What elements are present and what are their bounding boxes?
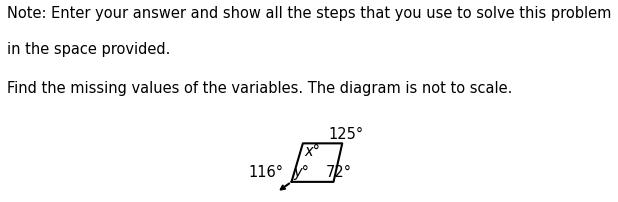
Text: 125°: 125° xyxy=(329,127,364,142)
Text: Find the missing values of the variables. The diagram is not to scale.: Find the missing values of the variables… xyxy=(7,81,513,96)
Text: in the space provided.: in the space provided. xyxy=(7,42,171,57)
Text: 116°: 116° xyxy=(248,165,283,180)
Text: 72°: 72° xyxy=(326,165,352,180)
Text: Note: Enter your answer and show all the steps that you use to solve this proble: Note: Enter your answer and show all the… xyxy=(7,6,612,21)
Text: y°: y° xyxy=(294,165,310,180)
Text: x°: x° xyxy=(305,144,321,159)
